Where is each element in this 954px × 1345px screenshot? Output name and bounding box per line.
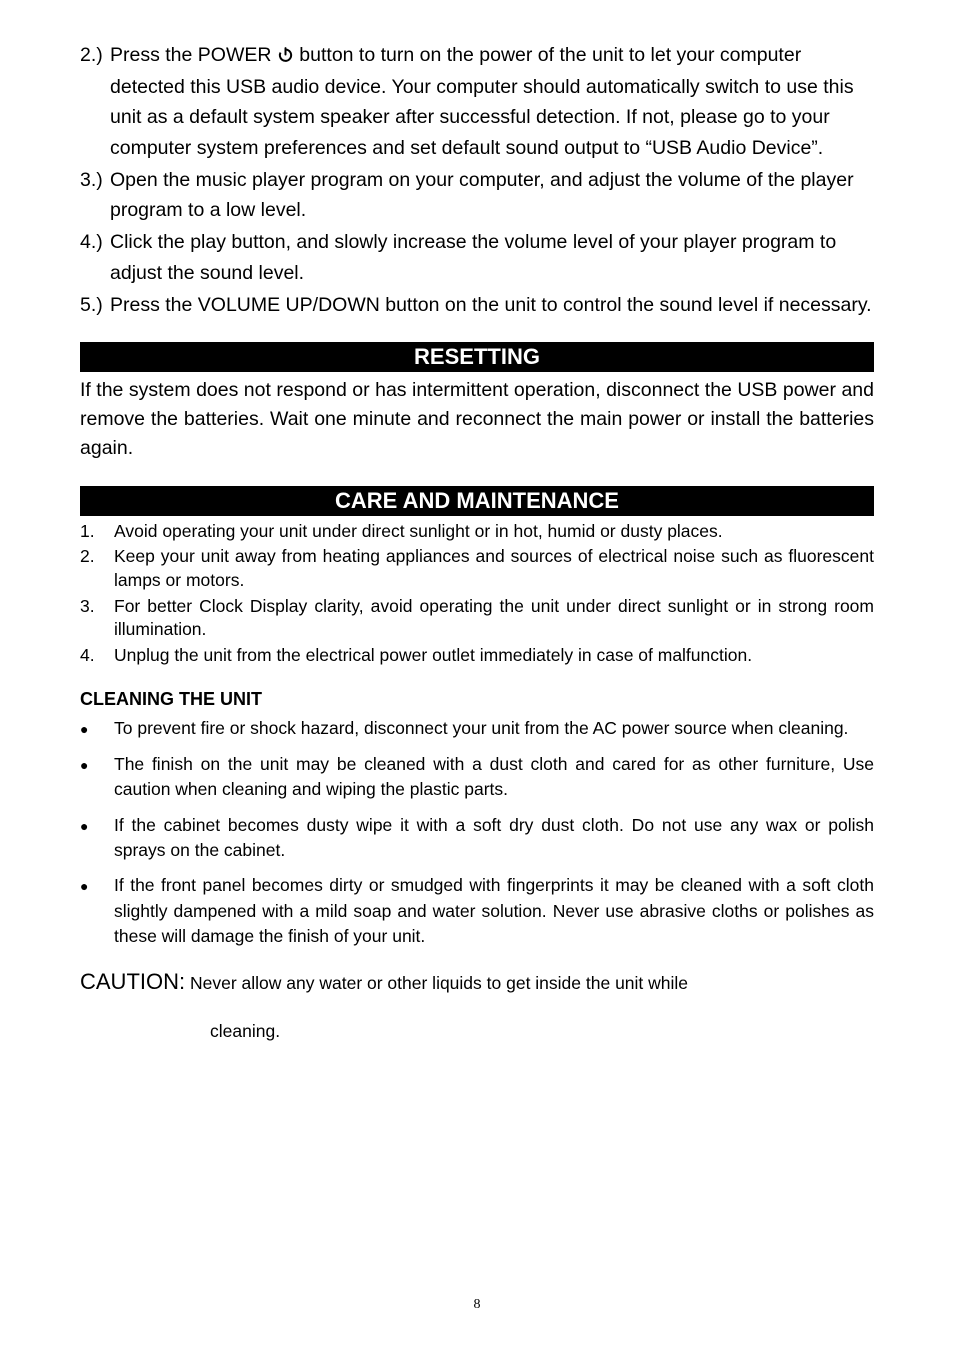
care-item-number: 1. [80, 520, 114, 544]
care-item: 4. Unplug the unit from the electrical p… [80, 644, 874, 668]
bullet-item: ● If the front panel becomes dirty or sm… [80, 873, 874, 949]
caution-label: CAUTION: [80, 969, 185, 994]
cleaning-subheading: CLEANING THE UNIT [80, 689, 874, 710]
care-item-number: 2. [80, 545, 114, 592]
bullet-text: The finish on the unit may be cleaned wi… [114, 752, 874, 803]
bullet-icon: ● [80, 752, 114, 803]
care-item-number: 3. [80, 595, 114, 642]
bullet-text: If the front panel becomes dirty or smud… [114, 873, 874, 949]
usage-steps-list: 2.) Press the POWER button to turn on th… [80, 40, 874, 320]
caution-text-line1: Never allow any water or other liquids t… [185, 973, 688, 993]
step-text-pre: Press the POWER [110, 44, 277, 66]
bullet-item: ● The finish on the unit may be cleaned … [80, 752, 874, 803]
cleaning-bullets: ● To prevent fire or shock hazard, disco… [80, 716, 874, 949]
step-number: 4.) [80, 227, 110, 287]
step-text: Press the VOLUME UP/DOWN button on the u… [110, 290, 874, 320]
care-item: 1. Avoid operating your unit under direc… [80, 520, 874, 544]
caution-text-line2: cleaning. [80, 1017, 874, 1047]
bullet-icon: ● [80, 716, 114, 741]
resetting-heading-bar: RESETTING [80, 342, 874, 372]
care-item: 3. For better Clock Display clarity, avo… [80, 595, 874, 642]
care-list: 1. Avoid operating your unit under direc… [80, 520, 874, 668]
care-item: 2. Keep your unit away from heating appl… [80, 545, 874, 592]
bullet-item: ● If the cabinet becomes dusty wipe it w… [80, 813, 874, 864]
manual-page: 2.) Press the POWER button to turn on th… [0, 0, 954, 1345]
bullet-text: To prevent fire or shock hazard, disconn… [114, 716, 874, 741]
care-item-text: For better Clock Display clarity, avoid … [114, 595, 874, 642]
step-text: Click the play button, and slowly increa… [110, 227, 874, 287]
care-item-text: Avoid operating your unit under direct s… [114, 520, 874, 544]
care-item-text: Keep your unit away from heating applian… [114, 545, 874, 592]
step-item: 2.) Press the POWER button to turn on th… [80, 40, 874, 163]
power-icon [277, 42, 294, 72]
step-text: Press the POWER button to turn on the po… [110, 40, 874, 163]
step-item: 5.) Press the VOLUME UP/DOWN button on t… [80, 290, 874, 320]
bullet-item: ● To prevent fire or shock hazard, disco… [80, 716, 874, 741]
care-heading-bar: CARE AND MAINTENANCE [80, 486, 874, 516]
step-text: Open the music player program on your co… [110, 165, 874, 225]
care-item-number: 4. [80, 644, 114, 668]
bullet-text: If the cabinet becomes dusty wipe it wit… [114, 813, 874, 864]
step-item: 4.) Click the play button, and slowly in… [80, 227, 874, 287]
step-number: 5.) [80, 290, 110, 320]
bullet-icon: ● [80, 813, 114, 864]
caution-block: CAUTION: Never allow any water or other … [80, 963, 874, 1046]
step-number: 3.) [80, 165, 110, 225]
page-number: 8 [0, 1297, 954, 1313]
resetting-body: If the system does not respond or has in… [80, 376, 874, 464]
step-number: 2.) [80, 40, 110, 163]
care-item-text: Unplug the unit from the electrical powe… [114, 644, 874, 668]
step-item: 3.) Open the music player program on you… [80, 165, 874, 225]
bullet-icon: ● [80, 873, 114, 949]
